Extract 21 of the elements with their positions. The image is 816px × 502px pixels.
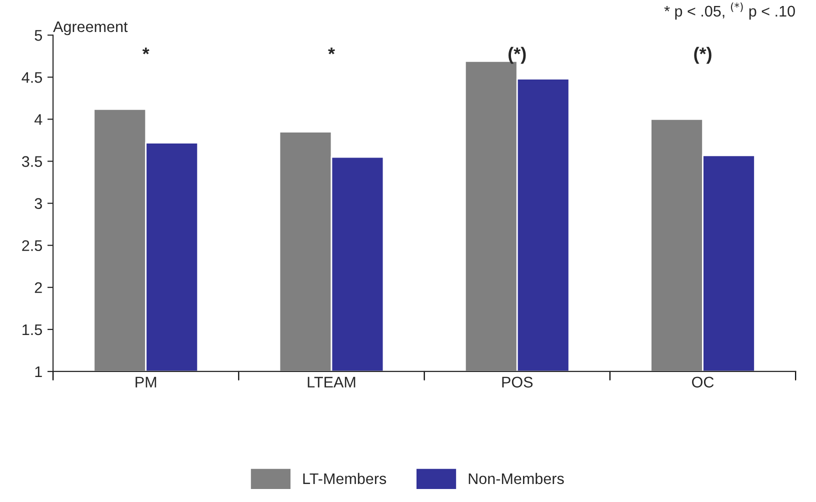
annotation: (*) bbox=[694, 46, 712, 64]
legend-label: LT-Members bbox=[303, 472, 386, 484]
y-tick-label: 5 bbox=[34, 30, 42, 41]
y-tick-label: 4.5 bbox=[22, 72, 42, 83]
y-tick-label: 4 bbox=[34, 114, 42, 125]
annotation: * bbox=[142, 48, 150, 54]
y-tick-label: 2 bbox=[34, 282, 42, 293]
x-tick-label: PM bbox=[136, 376, 156, 388]
y-tick-label: 1.5 bbox=[22, 324, 42, 336]
y-tick-label: 3 bbox=[34, 198, 42, 209]
y-tick-label: 1 bbox=[35, 366, 42, 378]
annotation: * bbox=[328, 48, 335, 54]
text: * p < .05, $^{(*)}$ p < .10 bbox=[664, 2, 795, 20]
y-axis-title: Agreement bbox=[53, 21, 128, 36]
legend-label: Non-Members bbox=[468, 472, 564, 484]
x-tick-label: OC bbox=[692, 376, 714, 388]
annotation: (*) bbox=[508, 46, 526, 64]
x-tick-label: LTEAM bbox=[308, 376, 356, 388]
y-tick-label: 2.5 bbox=[22, 240, 42, 252]
x-tick-label: POS bbox=[502, 376, 533, 388]
y-tick-label: 3.5 bbox=[22, 156, 42, 167]
